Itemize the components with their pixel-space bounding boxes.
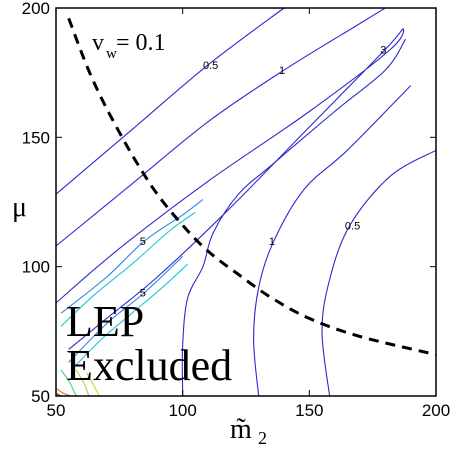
y-tick-label-100: 100 <box>22 258 50 277</box>
contour-line-7 <box>60 369 77 397</box>
contour-line-0 <box>55 7 285 195</box>
contour-line-2 <box>55 28 405 350</box>
contour-line-1 <box>55 7 386 247</box>
contour-label-0: 0.5 <box>203 60 218 72</box>
axis-ticks: 50 100 150 200 50 100 150 200 <box>22 0 451 420</box>
contour-line-3 <box>60 198 204 314</box>
contour-labels: 0.5 1 3 5 5 1 0.5 <box>140 44 387 299</box>
contour-lines <box>55 7 437 397</box>
contour-label-1: 1 <box>279 65 285 77</box>
y-tick-label-200: 200 <box>22 0 50 18</box>
plot-frame <box>55 7 437 397</box>
contour-line-9 <box>85 372 100 397</box>
y-tick-label-150: 150 <box>22 128 50 147</box>
contour-label-2: 3 <box>380 44 386 56</box>
y-axis-label: μ <box>12 192 27 223</box>
lep-label-line2: Excluded <box>66 341 232 390</box>
lep-label-line1: LEP <box>66 297 144 346</box>
x-tick-label-150: 150 <box>295 401 323 420</box>
contour-line-14 <box>321 149 437 397</box>
contour-line-12 <box>181 38 407 397</box>
vw-label: v <box>92 30 104 56</box>
lep-boundary-line <box>67 17 437 357</box>
contour-label-3: 5 <box>140 236 146 248</box>
vw-subscript: w <box>106 46 117 62</box>
lep-boundary-layer <box>67 17 437 357</box>
x-tick-label-50: 50 <box>47 401 66 420</box>
contour-label-13: 1 <box>269 236 275 248</box>
contour-line-6 <box>70 263 189 371</box>
vw-value: = 0.1 <box>116 30 166 56</box>
contour-label-4: 5 <box>140 288 146 300</box>
x-axis-label: m̃ <box>230 414 252 445</box>
x-axis-label-subscript: 2 <box>258 428 267 448</box>
x-tick-label-200: 200 <box>422 401 450 420</box>
y-tick-label-50: 50 <box>31 387 50 406</box>
contour-line-8 <box>75 369 90 397</box>
x-tick-label-100: 100 <box>168 401 196 420</box>
contour-line-4 <box>68 255 184 363</box>
contour-line-13 <box>253 85 412 397</box>
contour-label-14: 0.5 <box>345 220 360 232</box>
contour-line-5 <box>60 211 196 327</box>
